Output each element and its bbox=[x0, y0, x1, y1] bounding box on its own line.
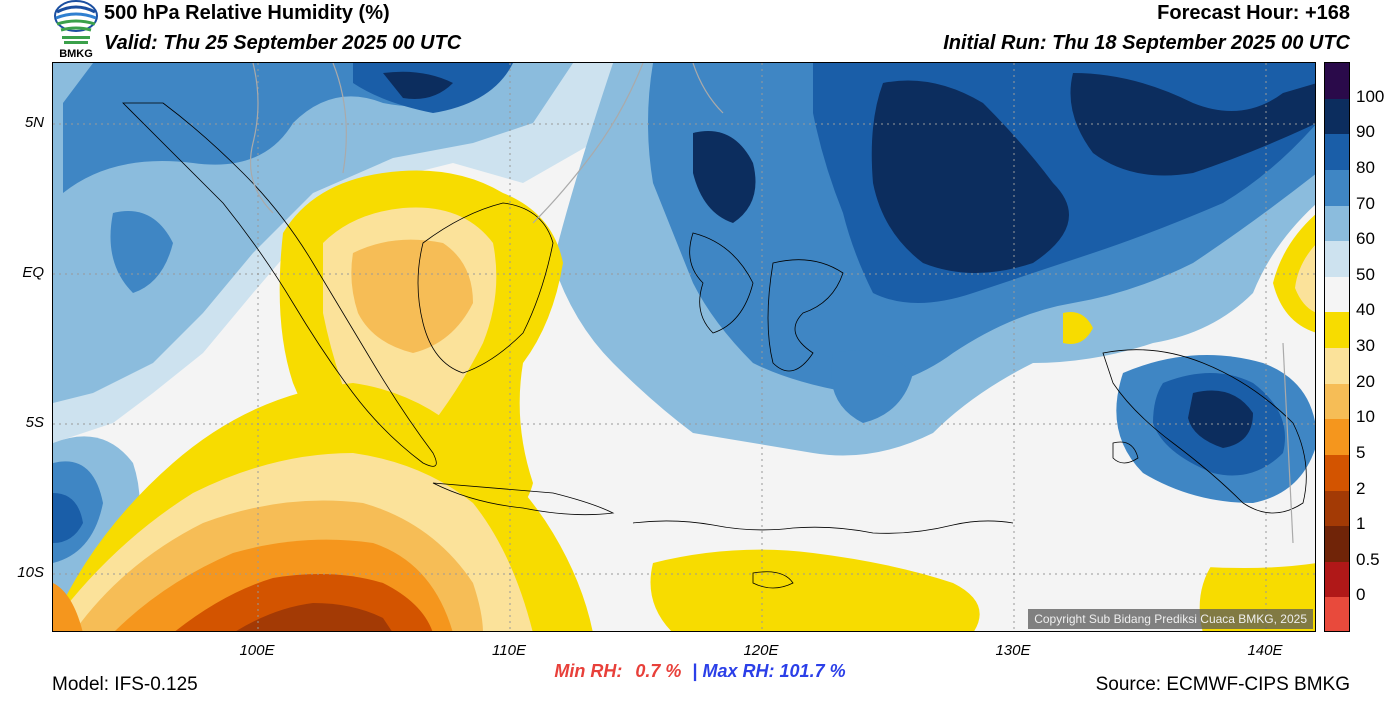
colorbar-segment bbox=[1325, 312, 1349, 348]
max-rh-value: 101.7 % bbox=[779, 661, 846, 681]
colorbar-segment bbox=[1325, 98, 1349, 135]
colorbar-segment bbox=[1325, 63, 1349, 99]
lon-label-120e: 120E bbox=[743, 642, 779, 659]
colorbar-segment bbox=[1325, 348, 1349, 384]
colorbar-segment bbox=[1325, 241, 1349, 277]
colorbar-segment bbox=[1325, 490, 1349, 527]
logo-label: BMKG bbox=[59, 48, 93, 60]
lon-label-130e: 130E bbox=[995, 642, 1031, 659]
min-max-separator: | bbox=[692, 661, 698, 681]
colorbar-segment bbox=[1325, 526, 1349, 562]
lat-label-eq: EQ bbox=[22, 264, 44, 281]
colorbar-tick-label: 0 bbox=[1356, 585, 1366, 605]
colorbar-segment bbox=[1325, 597, 1349, 631]
lon-label-110e: 110E bbox=[492, 642, 526, 659]
colorbar bbox=[1324, 62, 1350, 632]
colorbar-tick-label: 10 bbox=[1356, 407, 1375, 427]
colorbar-segment bbox=[1325, 276, 1349, 313]
colorbar-tick-label: 90 bbox=[1356, 122, 1375, 142]
colorbar-tick-label: 1 bbox=[1356, 514, 1366, 534]
forecast-hour: Forecast Hour: +168 bbox=[1157, 2, 1350, 24]
valid-time: Valid: Thu 25 September 2025 00 UTC bbox=[104, 32, 462, 54]
colorbar-tick-label: 2 bbox=[1356, 478, 1366, 498]
bmkg-logo bbox=[54, 0, 98, 44]
colorbar-tick-label: 70 bbox=[1356, 193, 1375, 213]
lat-label-5s: 5S bbox=[25, 414, 44, 431]
initial-run: Initial Run: Thu 18 September 2025 00 UT… bbox=[943, 32, 1350, 54]
colorbar-tick-label: 60 bbox=[1356, 229, 1375, 249]
min-rh-value: 0.7 % bbox=[635, 661, 682, 681]
copyright-notice: Copyright Sub Bidang Prediksi Cuaca BMKG… bbox=[1028, 609, 1313, 629]
model-info: Model: IFS-0.125 bbox=[52, 674, 198, 695]
colorbar-segment bbox=[1325, 134, 1349, 170]
lat-label-10s: 10S bbox=[17, 564, 44, 581]
lon-label-140e: 140E bbox=[1247, 642, 1283, 659]
colorbar-segment bbox=[1325, 169, 1349, 206]
colorbar-segment bbox=[1325, 454, 1349, 491]
humidity-map: Copyright Sub Bidang Prediksi Cuaca BMKG… bbox=[52, 62, 1316, 632]
colorbar-tick-label: 50 bbox=[1356, 264, 1375, 284]
colorbar-tick-label: 100 bbox=[1356, 86, 1385, 106]
colorbar-segment bbox=[1325, 419, 1349, 455]
colorbar-tick-label: 5 bbox=[1356, 442, 1366, 462]
humidity-field bbox=[53, 63, 1315, 631]
colorbar-tick-label: 30 bbox=[1356, 336, 1375, 355]
colorbar-tick-label: 0.5 bbox=[1356, 549, 1380, 569]
max-rh-label: Max RH: bbox=[702, 661, 775, 681]
colorbar-segment bbox=[1325, 383, 1349, 420]
colorbar-segment bbox=[1325, 561, 1349, 598]
colorbar-tick-label: 80 bbox=[1356, 157, 1375, 177]
source-info: Source: ECMWF-CIPS BMKG bbox=[1095, 674, 1350, 695]
min-max-readout: Min RH: 0.7 % | Max RH: 101.7 % bbox=[0, 661, 1400, 682]
lon-label-100e: 100E bbox=[239, 642, 275, 659]
min-rh-label: Min RH: bbox=[554, 661, 623, 681]
colorbar-tick-label: 40 bbox=[1356, 300, 1375, 320]
lat-label-5n: 5N bbox=[24, 114, 44, 131]
colorbar-segment bbox=[1325, 205, 1349, 242]
chart-title: 500 hPa Relative Humidity (%) bbox=[104, 2, 390, 24]
colorbar-tick-label: 20 bbox=[1356, 371, 1375, 391]
